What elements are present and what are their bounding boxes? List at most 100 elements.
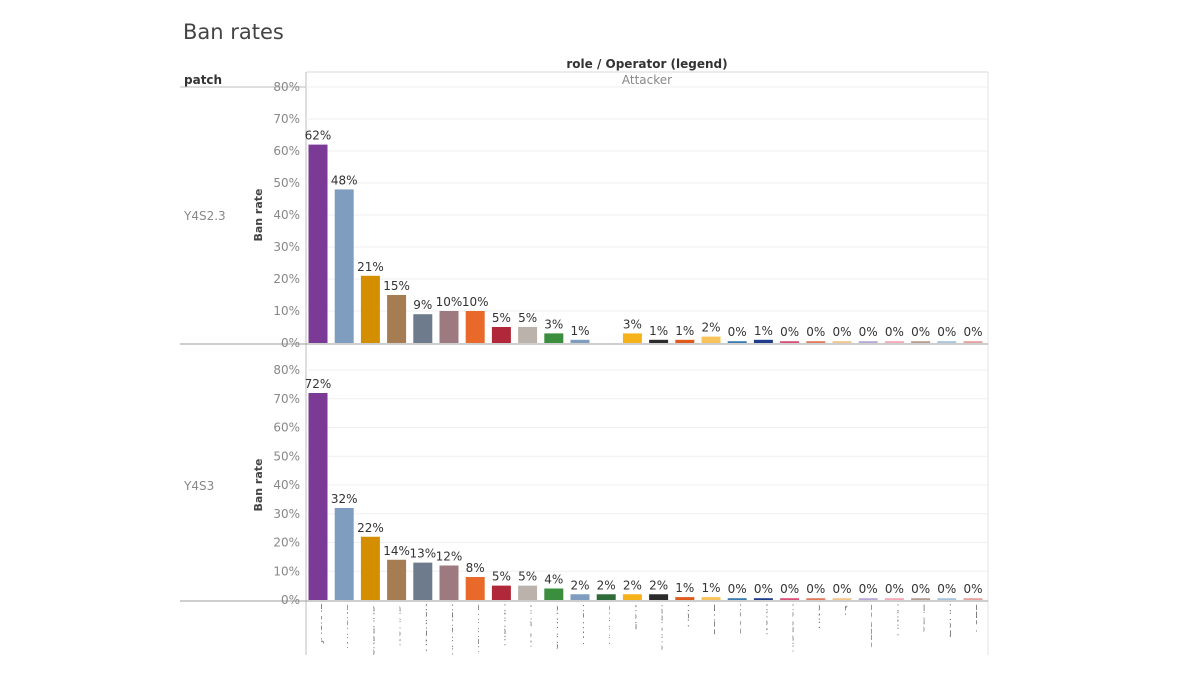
bar-maverick (413, 562, 433, 600)
data-label: 2% (623, 578, 642, 592)
bar-glaz (911, 341, 931, 343)
y-tick-label: 50% (273, 449, 300, 463)
x-tick-label: CAPITAO (548, 604, 561, 651)
data-label: 1% (570, 324, 589, 338)
y-tick-label: 70% (273, 392, 300, 406)
data-label: 0% (806, 325, 825, 339)
bar-jackal (308, 144, 328, 343)
y-tick-label: 40% (273, 478, 300, 492)
data-label: 0% (885, 582, 904, 596)
bar-zofia (937, 598, 957, 600)
bar-montagne (334, 189, 354, 343)
data-label: 5% (518, 570, 537, 584)
bar-glaz (911, 598, 931, 600)
data-label: 0% (832, 325, 851, 339)
x-tick-label: GLAZ (915, 604, 928, 634)
x-tick-label: TWITCH (574, 604, 587, 648)
data-label: 14% (383, 544, 410, 558)
bar-finka (884, 598, 904, 600)
data-label: 0% (859, 325, 878, 339)
x-tick-label: BUCK (731, 603, 744, 634)
x-tick-label: AMARU (600, 604, 613, 644)
x-tick-label: NO BAN (522, 604, 535, 648)
bar-amaru (596, 594, 616, 600)
data-label: 0% (754, 582, 773, 596)
bar-twitch (570, 339, 590, 343)
bar-iq (832, 341, 852, 343)
data-label: 2% (701, 321, 720, 335)
bar-blitz (701, 336, 721, 343)
bar-kokkaebi (649, 339, 669, 343)
y-tick-label: 10% (273, 564, 300, 578)
bar-nokk (753, 598, 773, 600)
data-label: 0% (911, 325, 930, 339)
data-label: 2% (570, 578, 589, 592)
data-label: 0% (728, 582, 747, 596)
bar-ash (675, 597, 695, 600)
x-tick-label: OKKAEBI (653, 604, 666, 652)
y-tick-label: 80% (273, 363, 300, 377)
bar-kokkaebi (649, 594, 669, 600)
data-label: 1% (675, 581, 694, 595)
data-label: 0% (911, 582, 930, 596)
patch-label: Y4S3 (183, 479, 214, 493)
data-label: 0% (780, 582, 799, 596)
data-label: 0% (859, 582, 878, 596)
y-tick-label: 20% (273, 272, 300, 286)
bar-lion (622, 333, 642, 343)
x-tick-label: ASH (679, 604, 692, 627)
data-label: 5% (492, 570, 511, 584)
bar-gridlock (780, 598, 800, 600)
bar-thatcher (439, 565, 459, 600)
x-tick-label: JACKAL (312, 603, 325, 644)
bar-sledge (858, 598, 878, 600)
data-label: 0% (937, 582, 956, 596)
data-label: 0% (963, 582, 982, 596)
y-tick-label: 50% (273, 176, 300, 190)
data-label: 12% (436, 550, 463, 564)
x-tick-label: NOKK (757, 603, 770, 635)
page-title: Ban rates (183, 20, 284, 44)
data-label: 0% (780, 325, 799, 339)
y-tick-label: 60% (273, 144, 300, 158)
column-header: role / Operator (legend) (566, 57, 727, 71)
data-label: 72% (305, 377, 332, 391)
role-label: Attacker (622, 73, 672, 87)
x-tick-label: NTAGNE (338, 604, 351, 649)
bar-capitao (544, 588, 564, 600)
data-label: 5% (518, 311, 537, 325)
bar-thatcher (439, 311, 459, 343)
bar-iq (832, 598, 852, 600)
data-label: 48% (331, 173, 358, 187)
y-tick-label: 0% (281, 336, 300, 350)
bar-ying (806, 341, 826, 343)
data-label: 0% (885, 325, 904, 339)
data-label: 15% (383, 279, 410, 293)
bar-nomad (387, 559, 407, 600)
x-tick-label: BLITZ (705, 604, 718, 636)
bar-lion (622, 594, 642, 600)
data-label: 0% (806, 582, 825, 596)
bar-blackbeard (360, 536, 380, 600)
y-tick-label: 10% (273, 304, 300, 318)
data-label: 22% (357, 521, 384, 535)
data-label: 32% (331, 492, 358, 506)
bar-buck (727, 598, 747, 600)
data-label: 10% (462, 295, 489, 309)
bar-zofia (937, 341, 957, 343)
row-header: patch (184, 73, 222, 87)
patch-label: Y4S2.3 (183, 209, 226, 223)
bar-capitao (544, 333, 564, 343)
data-label: 1% (675, 324, 694, 338)
data-label: 0% (832, 582, 851, 596)
bar-ying (806, 598, 826, 600)
bar-hibana (491, 585, 511, 600)
data-label: 5% (492, 311, 511, 325)
bar-twitch (570, 594, 590, 600)
data-label: 0% (728, 325, 747, 339)
bar-hermite (465, 311, 485, 343)
data-label: 3% (544, 317, 563, 331)
y-tick-label: 70% (273, 112, 300, 126)
x-tick-label: FUZE (967, 604, 980, 633)
